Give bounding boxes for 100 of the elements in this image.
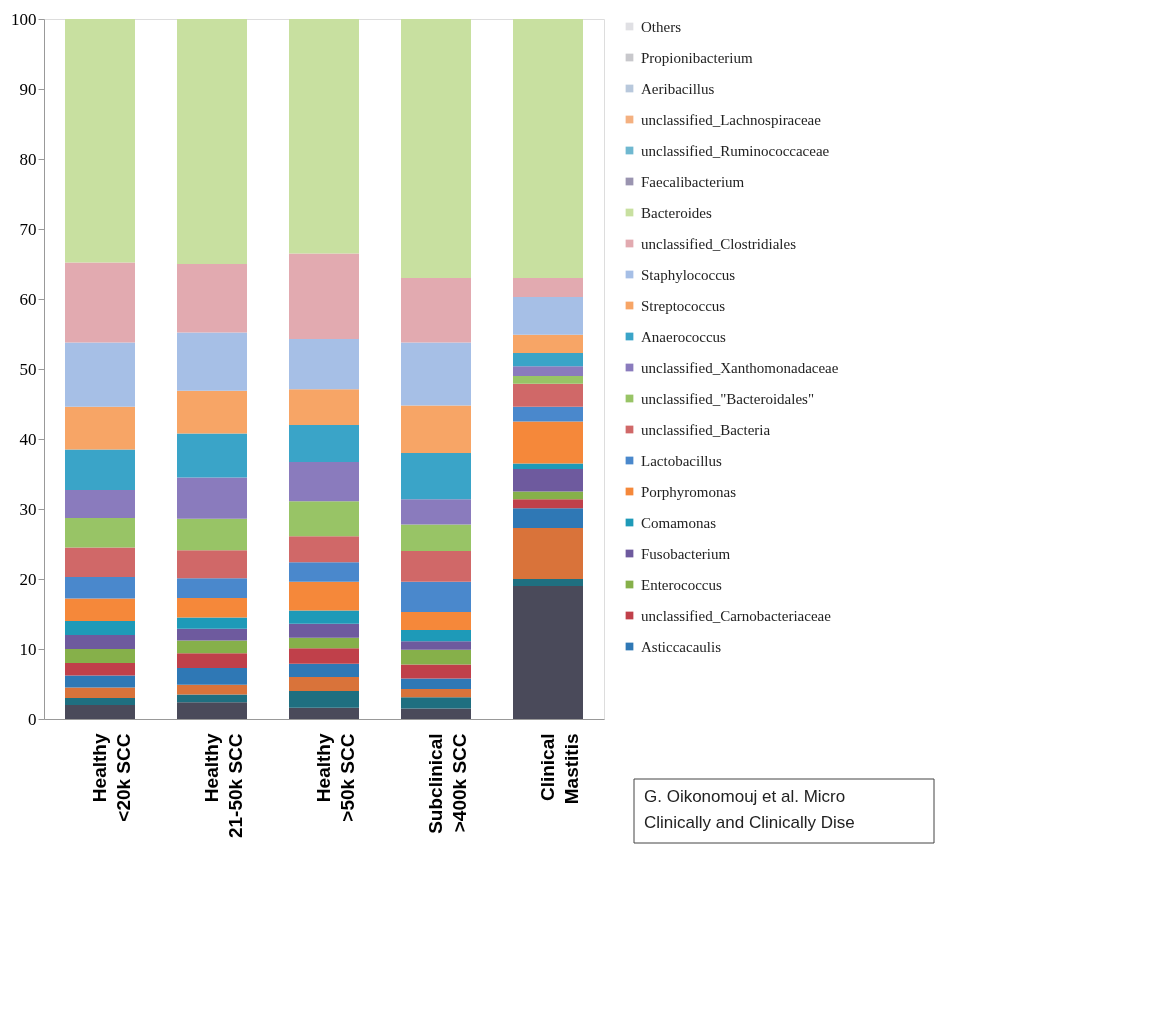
y-tick-label: 30	[19, 499, 37, 519]
bar	[513, 19, 583, 278]
bar	[401, 649, 471, 665]
bar	[177, 477, 247, 519]
bar	[65, 621, 135, 635]
text: Clinically and Clinically Dise	[644, 813, 855, 832]
bar	[513, 334, 583, 353]
legend-label: Faecalibacterium	[641, 173, 745, 190]
y-tick-label: 10	[19, 639, 37, 659]
bar	[177, 518, 247, 551]
bar	[177, 19, 247, 264]
bar	[289, 610, 359, 624]
x-tick-label: Subclinical >400k SCC	[425, 733, 470, 834]
bar	[401, 581, 471, 612]
bar	[289, 389, 359, 425]
bar	[289, 637, 359, 649]
bar	[401, 688, 471, 698]
y-tick-label: 90	[19, 79, 37, 99]
x-tick-label: Clinical Mastitis	[537, 733, 582, 805]
bar	[401, 708, 471, 719]
bar	[65, 698, 135, 705]
bar	[177, 433, 247, 478]
y-tick-label: 20	[19, 569, 37, 589]
bar	[177, 264, 247, 333]
bar	[177, 694, 247, 703]
legend-label: unclassified_Lachnospiraceae	[641, 111, 822, 128]
legend-label: Streptococcus	[641, 297, 726, 314]
legend-label: Bacteroides	[641, 204, 712, 221]
bar	[401, 641, 471, 650]
legend-label: unclassified_Carnobacteriaceae	[641, 607, 832, 624]
bar	[401, 551, 471, 582]
bar	[513, 469, 583, 492]
legend-label: Comamonas	[641, 514, 717, 531]
y-tick-label: 40	[19, 429, 37, 449]
bar	[65, 262, 135, 343]
bar	[401, 342, 471, 406]
bar	[513, 296, 583, 335]
x-tick-label: Healthy <20k SCC	[89, 733, 134, 822]
bar	[65, 687, 135, 698]
bar	[65, 598, 135, 621]
bar	[513, 508, 583, 528]
bar	[177, 550, 247, 579]
bar	[289, 253, 359, 339]
bar	[513, 352, 583, 367]
bar	[289, 707, 359, 719]
legend-label: unclassified_Bacteria	[641, 421, 771, 438]
bar	[177, 390, 247, 434]
bar	[177, 332, 247, 391]
y-tick-label: 60	[19, 289, 37, 309]
bar	[65, 406, 135, 450]
bar	[513, 383, 583, 407]
bar	[289, 648, 359, 664]
bar	[401, 453, 471, 500]
legend-label: Aeribacillus	[641, 80, 715, 97]
bar	[177, 653, 247, 668]
bar	[401, 664, 471, 679]
bar	[401, 630, 471, 642]
bar	[177, 640, 247, 654]
legend-label: unclassified_Xanthomonadaceae	[641, 359, 839, 376]
legend-label: Staphylococcus	[641, 266, 736, 283]
bar	[289, 677, 359, 691]
bar	[65, 449, 135, 491]
bar	[401, 697, 471, 709]
legend-label: unclassified_Clostridiales	[641, 235, 797, 252]
bar	[177, 702, 247, 719]
bar	[513, 491, 583, 500]
legend-label: Others	[641, 18, 682, 35]
legend-label: Fusobacterium	[641, 545, 731, 562]
bar	[65, 663, 135, 676]
bar	[289, 663, 359, 677]
legend-label: Anaerococcus	[641, 328, 727, 345]
bar	[65, 518, 135, 548]
bar	[289, 501, 359, 537]
bar	[177, 617, 247, 629]
bar	[513, 586, 583, 719]
bar	[65, 576, 135, 599]
bar	[401, 499, 471, 525]
bar	[65, 342, 135, 407]
x-tick-label: Healthy >50k SCC	[313, 733, 358, 822]
legend-label: unclassified_Ruminococcaceae	[641, 142, 830, 159]
bar	[513, 421, 583, 464]
bar	[177, 667, 247, 685]
legend-label: Asticcacaulis	[641, 638, 722, 655]
bar	[65, 19, 135, 263]
x-tick-label: Healthy 21-50k SCC	[201, 733, 246, 839]
bar	[65, 649, 135, 663]
bar	[289, 536, 359, 563]
bar	[513, 527, 583, 579]
bar	[513, 278, 583, 297]
bar	[401, 678, 471, 689]
y-tick-label: 0	[28, 709, 37, 729]
bar	[513, 376, 583, 384]
text: G. Oikonomouj et al. Micro	[644, 787, 846, 806]
bar	[289, 19, 359, 254]
y-tick-label: 100	[11, 9, 37, 29]
bar	[289, 691, 359, 708]
legend-label: Lactobacillus	[641, 452, 722, 469]
bar	[177, 684, 247, 695]
bar	[513, 406, 583, 422]
bar	[513, 579, 583, 586]
